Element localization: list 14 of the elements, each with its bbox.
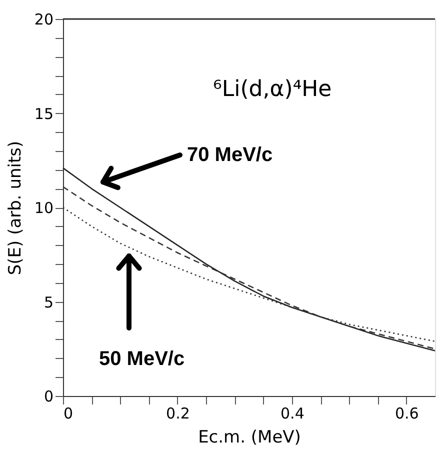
x-tick-label: 0.4	[280, 404, 304, 422]
annotation: 70 MeV/c	[187, 144, 273, 166]
x-tick-label: 0.6	[394, 404, 419, 422]
x-axis-title: Ec.m. (MeV)	[198, 428, 301, 448]
x-tick-label: 0	[64, 404, 74, 422]
annotation: 50 MeV/c	[99, 348, 185, 370]
y-tick-label: 10	[34, 199, 54, 217]
y-tick-label: 20	[34, 10, 54, 28]
annotation: ⁶Li(d,α)⁴He	[213, 77, 332, 102]
y-tick-label: 5	[44, 293, 54, 312]
y-tick-label: 0	[44, 388, 54, 406]
x-tick-label: 0.2	[166, 404, 190, 422]
y-tick-label: 15	[34, 104, 54, 123]
y-axis-title: S(E) (arb. units)	[5, 140, 26, 276]
